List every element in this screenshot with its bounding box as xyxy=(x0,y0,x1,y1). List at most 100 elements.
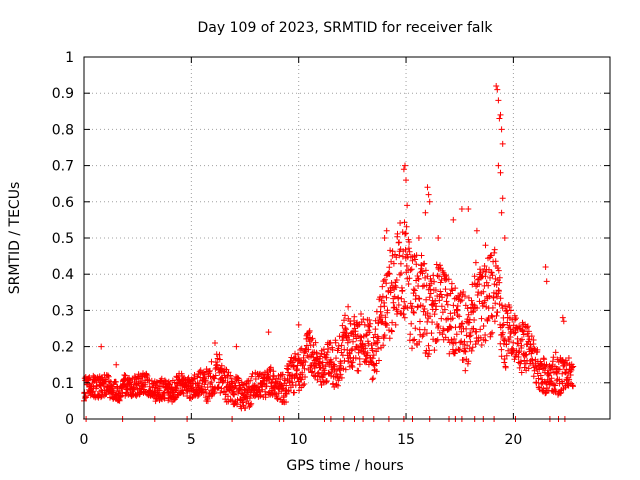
data-point xyxy=(375,345,381,352)
data-point xyxy=(342,312,348,319)
x-tick-label: 0 xyxy=(80,432,89,448)
data-point xyxy=(518,342,525,349)
data-point xyxy=(405,281,412,287)
data-point xyxy=(431,347,438,354)
data-point xyxy=(100,382,107,389)
data-point xyxy=(409,345,415,352)
data-point xyxy=(424,273,431,280)
data-point xyxy=(352,354,359,361)
data-point xyxy=(295,351,302,358)
data-point xyxy=(394,311,400,317)
data-point xyxy=(404,304,411,311)
data-point xyxy=(234,396,241,403)
data-point xyxy=(369,347,376,354)
data-point xyxy=(402,246,409,253)
data-point xyxy=(383,227,390,234)
data-point xyxy=(403,177,409,184)
data-point xyxy=(158,375,165,382)
y-tick-label: 0 xyxy=(65,412,74,428)
data-point xyxy=(468,297,475,304)
data-point xyxy=(456,347,463,353)
data-point xyxy=(419,333,426,340)
data-point xyxy=(416,295,423,302)
data-point xyxy=(384,322,390,329)
data-point xyxy=(341,317,347,324)
data-point xyxy=(285,366,292,373)
data-point xyxy=(401,298,408,305)
data-point xyxy=(215,384,222,391)
data-point xyxy=(320,371,327,378)
data-point xyxy=(497,169,504,176)
data-point xyxy=(559,314,566,321)
data-point xyxy=(410,309,417,315)
data-point xyxy=(379,283,386,290)
data-point xyxy=(346,350,353,357)
data-point xyxy=(408,266,415,273)
data-point xyxy=(283,399,289,405)
data-point xyxy=(452,285,459,292)
data-point xyxy=(474,276,481,283)
data-point xyxy=(534,346,541,353)
data-point xyxy=(517,358,524,365)
data-point xyxy=(454,303,461,309)
data-point xyxy=(333,355,339,362)
data-point xyxy=(399,287,406,294)
data-point xyxy=(142,381,149,388)
data-point xyxy=(394,230,401,237)
data-point xyxy=(556,366,563,373)
data-point xyxy=(456,313,463,320)
data-point xyxy=(515,340,522,347)
data-point xyxy=(372,326,379,333)
data-point xyxy=(262,394,269,401)
data-point xyxy=(202,377,209,384)
data-point xyxy=(450,216,457,223)
data-point xyxy=(306,327,313,334)
data-point xyxy=(520,328,526,335)
data-point xyxy=(473,227,480,234)
data-point xyxy=(370,375,377,382)
data-point xyxy=(525,328,532,335)
data-point xyxy=(401,314,408,321)
data-point xyxy=(212,340,218,346)
data-point xyxy=(411,287,418,294)
data-point xyxy=(451,336,458,342)
data-point xyxy=(414,303,421,310)
data-point xyxy=(422,209,429,216)
data-point xyxy=(300,362,307,369)
data-point xyxy=(462,348,469,355)
data-point xyxy=(510,347,517,354)
data-point xyxy=(482,242,489,249)
data-point xyxy=(425,342,432,349)
data-point xyxy=(468,347,475,354)
data-point xyxy=(414,342,421,348)
data-point xyxy=(232,400,239,406)
data-point xyxy=(500,321,507,328)
data-point xyxy=(419,283,426,290)
data-point xyxy=(290,363,297,370)
data-point xyxy=(442,286,449,293)
data-point xyxy=(428,330,435,337)
data-point xyxy=(364,349,371,356)
data-point xyxy=(348,347,355,354)
data-point xyxy=(518,369,525,376)
data-point xyxy=(298,345,305,352)
data-point xyxy=(378,312,385,319)
data-point xyxy=(327,339,334,346)
data-point xyxy=(541,356,548,363)
y-tick-label: 0.4 xyxy=(52,267,74,283)
data-point xyxy=(417,318,423,325)
data-point xyxy=(377,303,384,310)
data-point xyxy=(390,260,397,267)
data-point xyxy=(463,325,470,332)
data-point xyxy=(471,317,478,323)
data-point xyxy=(521,364,528,371)
data-point xyxy=(413,261,420,268)
data-point xyxy=(358,311,364,317)
data-point xyxy=(456,324,463,331)
data-point xyxy=(449,315,456,322)
data-point xyxy=(302,359,309,365)
data-point xyxy=(433,303,440,310)
data-point xyxy=(300,382,306,389)
data-point xyxy=(332,339,339,346)
data-point xyxy=(436,329,443,336)
